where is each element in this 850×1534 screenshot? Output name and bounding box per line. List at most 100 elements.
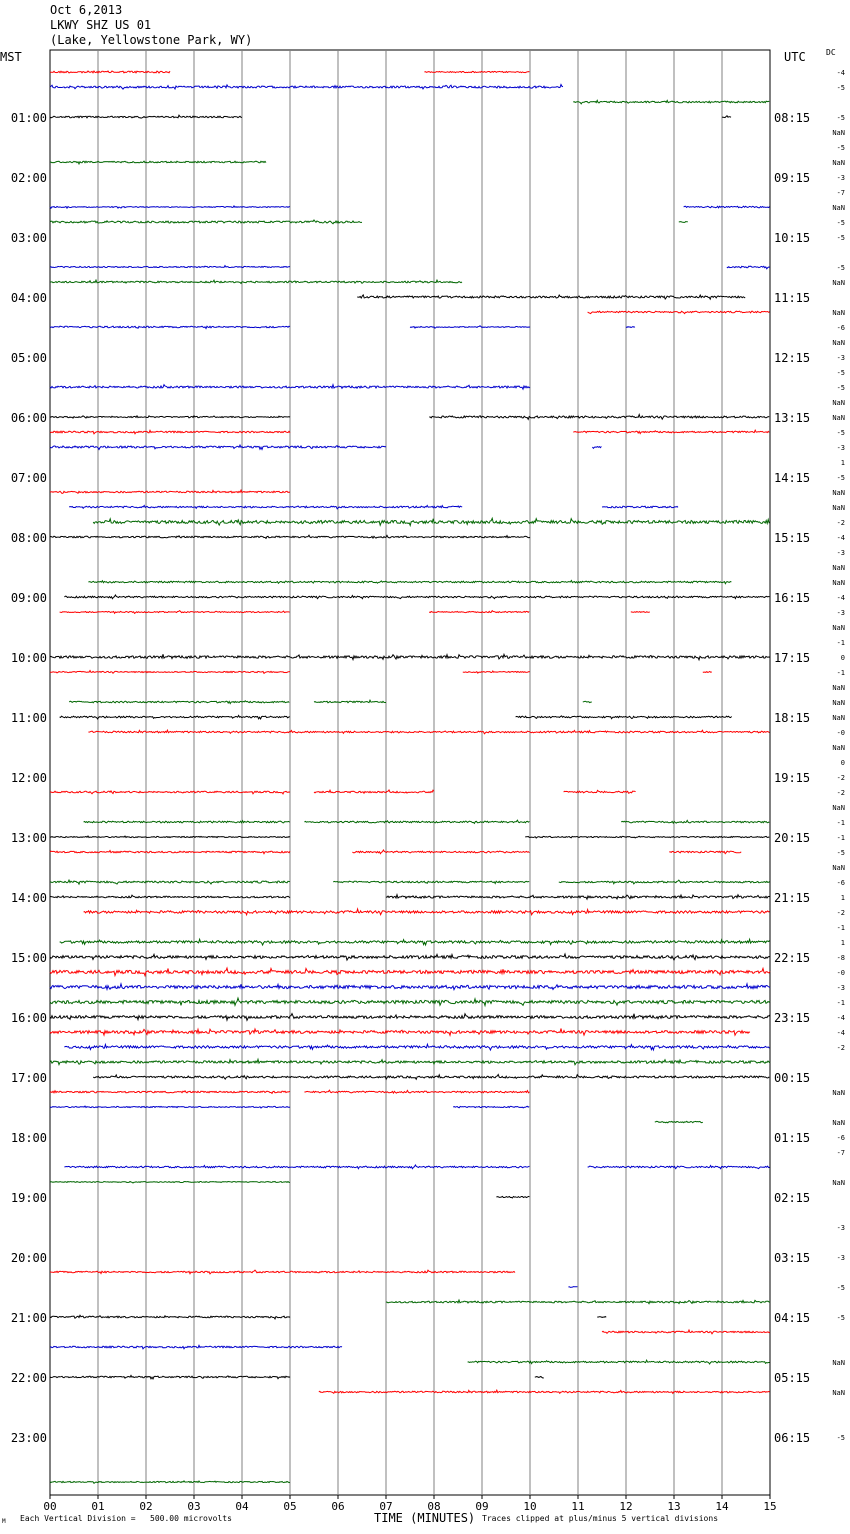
dc-offset-label: -5 — [837, 84, 845, 92]
trace-red-segment — [83, 907, 770, 917]
hour-label-mst: 10:00 — [11, 651, 47, 665]
dc-offset-label: NaN — [832, 804, 845, 812]
x-tick-label: 14 — [715, 1500, 729, 1513]
x-tick-label: 05 — [283, 1500, 296, 1513]
hour-label-mst: 17:00 — [11, 1071, 47, 1085]
trace-red-segment — [49, 70, 171, 74]
x-tick-label: 13 — [667, 1500, 680, 1513]
trace-blue-segment — [49, 382, 531, 391]
x-tick-label: 09 — [475, 1500, 488, 1513]
hour-label-mst: 11:00 — [11, 711, 47, 725]
x-axis-title: TIME (MINUTES) — [374, 1511, 476, 1525]
dc-offset-label: NaN — [832, 1089, 845, 1097]
dc-offset-label: -1 — [837, 999, 845, 1007]
trace-green-segment — [304, 819, 530, 825]
dc-offset-label: -5 — [837, 429, 845, 437]
trace-blue-segment — [592, 445, 602, 450]
trace-red-segment — [563, 789, 636, 794]
dc-offset-label: -5 — [837, 1434, 845, 1442]
x-tick-label: 07 — [379, 1500, 392, 1513]
trace-blue-segment — [64, 1164, 530, 1170]
trace-blue-segment — [625, 325, 636, 329]
trace-black-segment — [49, 114, 243, 119]
trace-black-segment — [59, 714, 290, 720]
dc-offset-label: -5 — [837, 1314, 845, 1322]
trace-red-segment — [313, 788, 435, 795]
hour-label-mst: 20:00 — [11, 1251, 47, 1265]
trace-green-segment — [385, 1298, 771, 1305]
left-axis-title: MST — [0, 50, 22, 64]
dc-offset-label: -1 — [837, 819, 845, 827]
hour-label-utc: 09:15 — [774, 171, 810, 185]
trace-green-segment — [620, 819, 770, 825]
trace-green-segment — [332, 880, 530, 885]
trace-blue-segment — [726, 265, 770, 270]
trace-red-segment — [630, 611, 650, 614]
trace-red-segment — [573, 429, 770, 435]
footer-clip-note: Traces clipped at plus/minus 5 vertical … — [482, 1514, 719, 1523]
dc-offset-label: NaN — [832, 279, 845, 287]
trace-blue-segment — [568, 1286, 578, 1288]
dc-offset-label: -5 — [837, 1284, 845, 1292]
dc-offset-label: NaN — [832, 504, 845, 512]
dc-offset-label: -1 — [837, 834, 845, 842]
dc-offset-label: -4 — [837, 1014, 845, 1022]
dc-offset-label: NaN — [832, 309, 845, 317]
dc-offset-label: -3 — [837, 444, 845, 452]
dc-offset-label: 1 — [841, 894, 845, 902]
trace-green-segment — [50, 278, 463, 285]
trace-black-segment — [49, 1374, 291, 1380]
dc-offset-label: NaN — [832, 714, 845, 722]
trace-green-segment — [573, 99, 770, 105]
trace-red-segment — [428, 609, 530, 614]
trace-red-segment — [669, 850, 742, 855]
trace-black-segment — [49, 894, 291, 899]
dc-offset-label: NaN — [832, 744, 845, 752]
x-tick-label: 06 — [331, 1500, 344, 1513]
trace-green-segment — [582, 700, 592, 704]
trace-black-segment — [49, 534, 531, 540]
dc-offset-label: -0 — [837, 969, 845, 977]
hour-label-utc: 18:15 — [774, 711, 810, 725]
label-layer: 00 01 02 03 04 05 06 07 08 09 10 11 12 13 14 1501:0002:… — [11, 69, 845, 1513]
trace-black-segment — [64, 594, 770, 600]
trace-green-segment — [59, 937, 770, 947]
x-tick-label: 04 — [235, 1500, 249, 1513]
hour-label-utc: 03:15 — [774, 1251, 810, 1265]
dc-offset-label: -4 — [837, 69, 845, 77]
dc-offset-label: -6 — [837, 324, 845, 332]
hour-label-utc: 19:15 — [774, 771, 810, 785]
trace-blue-segment — [683, 205, 770, 209]
dc-offset-label: -3 — [837, 174, 845, 182]
trace-blue-segment — [49, 443, 387, 451]
dc-offset-label: 0 — [841, 759, 845, 767]
trace-red-segment — [49, 790, 291, 795]
trace-red-segment — [49, 1089, 291, 1095]
dc-offset-label: -0 — [837, 729, 845, 737]
dc-offset-label: NaN — [832, 1359, 845, 1367]
trace-green-segment — [313, 699, 386, 704]
hour-label-mst: 09:00 — [11, 591, 47, 605]
dc-offset-label: NaN — [832, 684, 845, 692]
trace-red-segment — [318, 1388, 771, 1395]
trace-green-segment — [50, 878, 291, 886]
trace-red-segment — [352, 849, 530, 855]
hour-label-utc: 04:15 — [774, 1311, 810, 1325]
trace-blue-segment — [601, 505, 679, 509]
hour-label-mst: 08:00 — [11, 531, 47, 545]
trace-green-segment — [49, 219, 363, 225]
dc-offset-label: -5 — [837, 219, 845, 227]
trace-green-segment — [558, 879, 771, 885]
trace-green-segment — [83, 819, 290, 824]
hour-label-mst: 19:00 — [11, 1191, 47, 1205]
dc-offset-label: -4 — [837, 1029, 845, 1037]
trace-blue-segment — [49, 205, 291, 210]
dc-offset-label: NaN — [832, 699, 845, 707]
dc-offset-label: -4 — [837, 594, 845, 602]
hour-label-mst: 15:00 — [11, 951, 47, 965]
dc-offset-label: -2 — [837, 909, 845, 917]
dc-offset-label: -5 — [837, 264, 845, 272]
dc-offset-label: -3 — [837, 984, 845, 992]
dc-offset-label: -5 — [837, 114, 845, 122]
dc-offset-label: -3 — [837, 354, 845, 362]
